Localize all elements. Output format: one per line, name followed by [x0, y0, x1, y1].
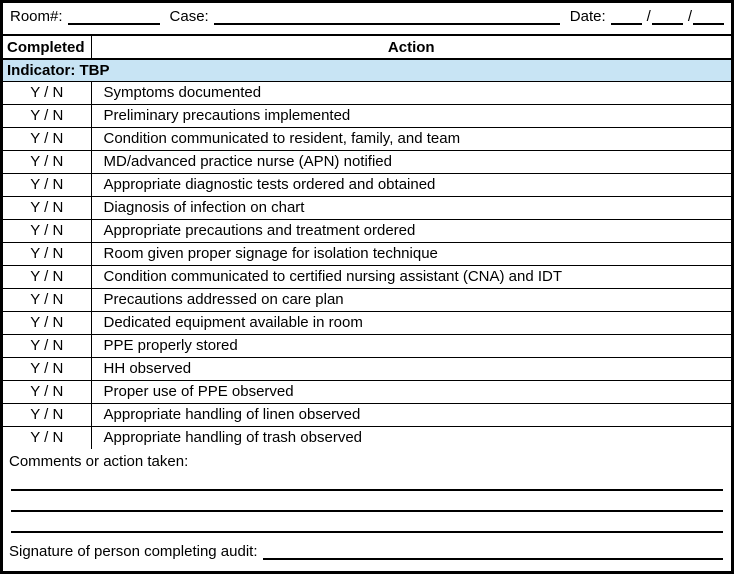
completed-cell[interactable]: Y / N [2, 264, 92, 289]
table-row: Y / N PPE properly stored [2, 333, 732, 358]
table-row: Y / N Dedicated equipment available in r… [2, 310, 732, 335]
action-cell: Dedicated equipment available in room [90, 310, 732, 335]
completed-cell[interactable]: Y / N [2, 149, 92, 174]
table-row: Y / N Preliminary precautions implemente… [2, 103, 732, 128]
date-blank-year[interactable] [693, 10, 724, 25]
completed-cell[interactable]: Y / N [2, 218, 92, 243]
action-cell: MD/advanced practice nurse (APN) notifie… [90, 149, 732, 174]
table-row: Y / N Condition communicated to certifie… [2, 264, 732, 289]
table-row: Y / N HH observed [2, 356, 732, 381]
room-blank[interactable] [67, 10, 160, 25]
table-row: Y / N Appropriate precautions and treatm… [2, 218, 732, 243]
action-cell: Appropriate handling of trash observed [90, 425, 732, 450]
action-cell: Precautions addressed on care plan [90, 287, 732, 312]
action-cell: Symptoms documented [90, 80, 732, 105]
completed-cell[interactable]: Y / N [2, 356, 92, 381]
table-row: Y / N Condition communicated to resident… [2, 126, 732, 151]
signature-line[interactable] [262, 545, 723, 560]
action-cell: PPE properly stored [90, 333, 732, 358]
date-blank-day[interactable] [651, 10, 683, 25]
column-header-action: Action [90, 35, 732, 60]
action-cell: Condition communicated to certified nurs… [90, 264, 732, 289]
case-label: Case: [169, 8, 209, 25]
table-row: Y / N Precautions addressed on care plan [2, 287, 732, 312]
completed-cell[interactable]: Y / N [2, 103, 92, 128]
completed-cell[interactable]: Y / N [2, 333, 92, 358]
completed-cell[interactable]: Y / N [2, 310, 92, 335]
table-row: Y / N Symptoms documented [2, 80, 732, 105]
signature-label: Signature of person completing audit: [9, 543, 258, 560]
completed-cell[interactable]: Y / N [2, 425, 92, 450]
column-header-completed: Completed [2, 35, 92, 60]
case-blank[interactable] [213, 10, 560, 25]
action-cell: Preliminary precautions implemented [90, 103, 732, 128]
column-header-row: Completed Action [2, 35, 732, 60]
comment-line-3[interactable] [11, 512, 723, 533]
checklist-table: Completed Action Indicator: TBP Y / N Sy… [2, 35, 732, 450]
table-row: Y / N Appropriate diagnostic tests order… [2, 172, 732, 197]
form-header: Room#: Case: Date: / / [3, 3, 731, 36]
action-cell: Diagnosis of infection on chart [90, 195, 732, 220]
completed-cell[interactable]: Y / N [2, 126, 92, 151]
table-row: Y / N Appropriate handling of trash obse… [2, 425, 732, 450]
table-row: Y / N Diagnosis of infection on chart [2, 195, 732, 220]
action-cell: Appropriate diagnostic tests ordered and… [90, 172, 732, 197]
completed-cell[interactable]: Y / N [2, 80, 92, 105]
completed-cell[interactable]: Y / N [2, 195, 92, 220]
table-row: Y / N Proper use of PPE observed [2, 379, 732, 404]
action-cell: Room given proper signage for isolation … [90, 241, 732, 266]
checklist-body: Indicator: TBP Y / N Symptoms documented… [2, 58, 732, 450]
indicator-row: Indicator: TBP [2, 58, 732, 82]
comment-line-1[interactable] [11, 470, 723, 491]
signature-section: Signature of person completing audit: [3, 537, 731, 571]
table-row: Y / N Room given proper signage for isol… [2, 241, 732, 266]
action-cell: Proper use of PPE observed [90, 379, 732, 404]
completed-cell[interactable]: Y / N [2, 172, 92, 197]
completed-cell[interactable]: Y / N [2, 379, 92, 404]
completed-cell[interactable]: Y / N [2, 287, 92, 312]
action-cell: Appropriate precautions and treatment or… [90, 218, 732, 243]
table-row: Y / N MD/advanced practice nurse (APN) n… [2, 149, 732, 174]
action-cell: HH observed [90, 356, 732, 381]
room-label: Room#: [10, 8, 63, 25]
indicator-label: Indicator: TBP [2, 58, 732, 82]
completed-cell[interactable]: Y / N [2, 241, 92, 266]
date-separator: / [646, 8, 651, 25]
completed-cell[interactable]: Y / N [2, 402, 92, 427]
date-blank-month[interactable] [610, 10, 642, 25]
table-row: Y / N Appropriate handling of linen obse… [2, 402, 732, 427]
date-label: Date: [569, 8, 606, 25]
comment-line-2[interactable] [11, 491, 723, 512]
action-cell: Appropriate handling of linen observed [90, 402, 732, 427]
comments-section: Comments or action taken: [3, 449, 731, 537]
comments-label: Comments or action taken: [9, 453, 189, 470]
action-cell: Condition communicated to resident, fami… [90, 126, 732, 151]
date-separator: / [687, 8, 692, 25]
